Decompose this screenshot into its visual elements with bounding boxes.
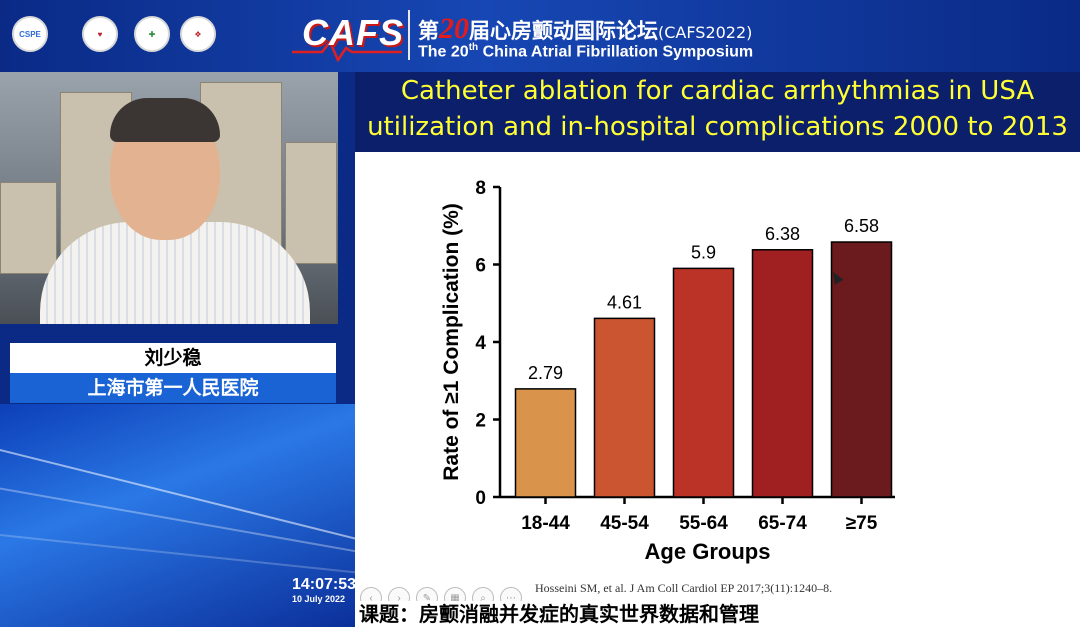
y-tick-label: 4 (475, 333, 486, 354)
csa-logo: ✚ (134, 16, 170, 52)
lecture-topic: 课题：房颤消融并发症的真实世界数据和管理 (355, 601, 919, 627)
heart-logo-text: CSPE (19, 29, 41, 39)
bar-2 (672, 267, 735, 498)
heart-logo: CSPE (12, 16, 48, 52)
slide-title-line2: utilization and in-hospital complication… (367, 112, 1068, 142)
speaker-hair (110, 98, 220, 142)
speaker-name: 刘少稳 (10, 343, 336, 373)
background-building (285, 142, 337, 264)
x-tick-label: 45-54 (600, 513, 649, 534)
subtitle-pre: The 20 (418, 43, 469, 61)
cross-logo: ❖ (180, 16, 216, 52)
y-tick-label: 8 (475, 178, 486, 199)
light-streak (0, 444, 355, 543)
title-suffix: 届心房颤动国际论坛 (469, 19, 658, 43)
clock-date: 10 July 2022 (292, 594, 346, 604)
conference-title-cn: 第20届心房颤动国际论坛(CAFS2022) (418, 12, 752, 46)
bar-value-label: 5.9 (691, 242, 716, 262)
bar-0 (514, 388, 577, 498)
ecg-line-icon (292, 40, 402, 62)
bar-value-label: 6.58 (844, 216, 879, 236)
background-building (0, 182, 57, 274)
presentation-slide: Catheter ablation for cardiac arrhythmia… (355, 72, 1080, 627)
cafs-logo: CAFS (292, 10, 404, 62)
slide-title-bar: Catheter ablation for cardiac arrhythmia… (355, 72, 1080, 152)
cafs-brand-text: CAFS (302, 12, 404, 53)
bar-value-label: 6.38 (765, 224, 800, 244)
x-tick-label: 65-74 (758, 513, 807, 534)
x-tick-label: ≥75 (846, 513, 878, 534)
conference-header: CSPE ♥ ✚ ❖ CAFS 第20届心房颤动国际论坛(CAFS2022) T… (0, 0, 1080, 72)
bar-1 (593, 317, 656, 498)
bar-value-label: 4.61 (607, 292, 642, 312)
complication-bar-chart: 0 2 4 6 8 2.79 18-44 4.61 45-54 5.9 55-64 6.38 65-74… (440, 178, 895, 564)
clock-time: 14:07:53 (292, 576, 357, 593)
chinese-heart-logo: ♥ (82, 16, 118, 52)
y-tick-label: 0 (475, 488, 486, 509)
y-tick-label: 6 (475, 256, 486, 277)
speaker-video (0, 72, 338, 324)
slide-citation: Hosseini SM, et al. J Am Coll Cardiol EP… (535, 581, 833, 595)
conference-title-en: The 20th China Atrial Fibrillation Sympo… (418, 42, 753, 61)
header-divider (408, 10, 410, 60)
bar-4 (830, 241, 893, 498)
speaker-affiliation: 上海市第一人民医院 (10, 373, 336, 403)
x-axis-title: Age Groups (645, 539, 771, 564)
y-tick-label: 2 (475, 411, 486, 432)
bar-3 (751, 249, 814, 498)
x-tick-label: 55-64 (679, 513, 728, 534)
title-code: (CAFS2022) (658, 23, 753, 42)
decorative-background (0, 404, 355, 627)
title-number: 20 (439, 12, 469, 45)
subtitle-sup: th (468, 42, 479, 53)
slide-title-line1: Catheter ablation for cardiac arrhythmia… (400, 76, 1035, 106)
bar-value-label: 2.79 (528, 363, 563, 383)
subtitle-post: China Atrial Fibrillation Symposium (478, 43, 754, 61)
y-axis-title: Rate of ≥1 Complication (%) (440, 203, 463, 481)
x-tick-label: 18-44 (521, 513, 570, 534)
title-prefix: 第 (418, 19, 439, 43)
